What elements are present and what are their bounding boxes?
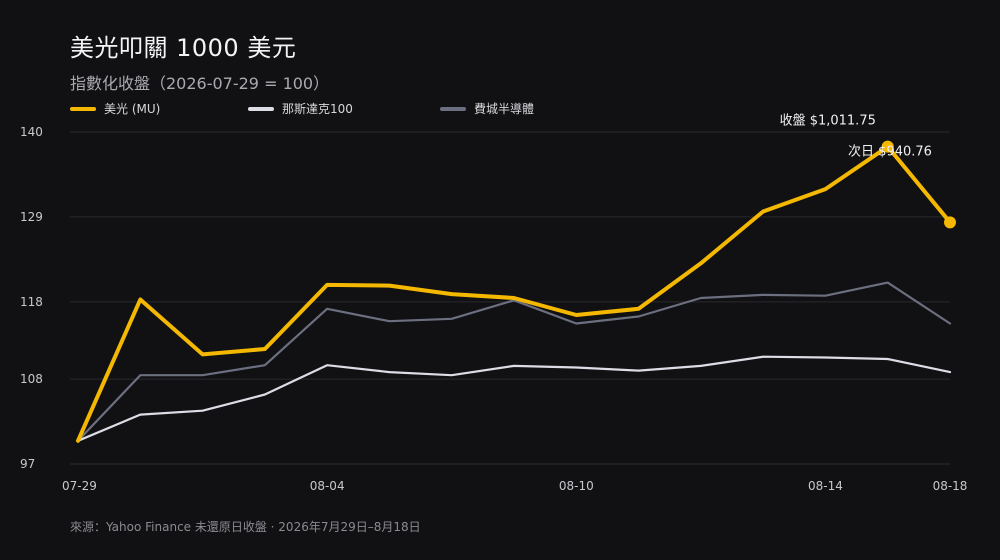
x-tick-label: 08-04 bbox=[310, 479, 345, 493]
annotation-marker-1 bbox=[944, 216, 956, 229]
annotation-marker-0 bbox=[881, 140, 894, 153]
y-tick-label: 108 bbox=[20, 372, 43, 386]
annotation-label-0: 收盤 $1,011.75 bbox=[780, 114, 876, 129]
y-tick-label: 97 bbox=[20, 457, 35, 471]
source-note: 來源：Yahoo Finance 未還原日收盤 · 2026年7月29日–8月1… bbox=[70, 520, 421, 534]
series-line-1 bbox=[76, 355, 952, 442]
x-tick-label: 08-10 bbox=[559, 479, 594, 493]
legend-item-ndx: 那斯達克100 bbox=[248, 100, 353, 117]
series-line-0 bbox=[76, 144, 952, 443]
legend-swatch-sox bbox=[440, 106, 466, 111]
annotation-label-1: 次日 $940.76 bbox=[848, 143, 932, 159]
chart-subtitle: 指數化收盤（2026-07-29 = 100） bbox=[70, 74, 330, 93]
legend-label-mu: 美光 (MU) bbox=[104, 102, 161, 116]
y-tick-label: 118 bbox=[20, 295, 43, 309]
legend-item-mu: 美光 (MU) bbox=[70, 100, 160, 117]
x-tick-label: 07-29 bbox=[62, 479, 97, 493]
series-line-2 bbox=[76, 281, 952, 442]
chart-title: 美光叩關 1000 美元 bbox=[70, 34, 297, 62]
legend-label-sox: 費城半導體 bbox=[474, 102, 535, 116]
x-tick-label: 08-14 bbox=[808, 479, 843, 493]
y-tick-label: 129 bbox=[20, 210, 43, 224]
legend-swatch-ndx bbox=[248, 106, 274, 111]
legend-swatch-mu bbox=[70, 106, 96, 111]
legend-label-ndx: 那斯達克100 bbox=[282, 102, 353, 116]
y-tick-label: 140 bbox=[20, 125, 43, 139]
x-tick-label: 08-18 bbox=[933, 479, 968, 493]
legend: 美光 (MU) 那斯達克100 費城半導體 bbox=[70, 100, 970, 116]
legend-item-sox: 費城半導體 bbox=[440, 100, 534, 117]
